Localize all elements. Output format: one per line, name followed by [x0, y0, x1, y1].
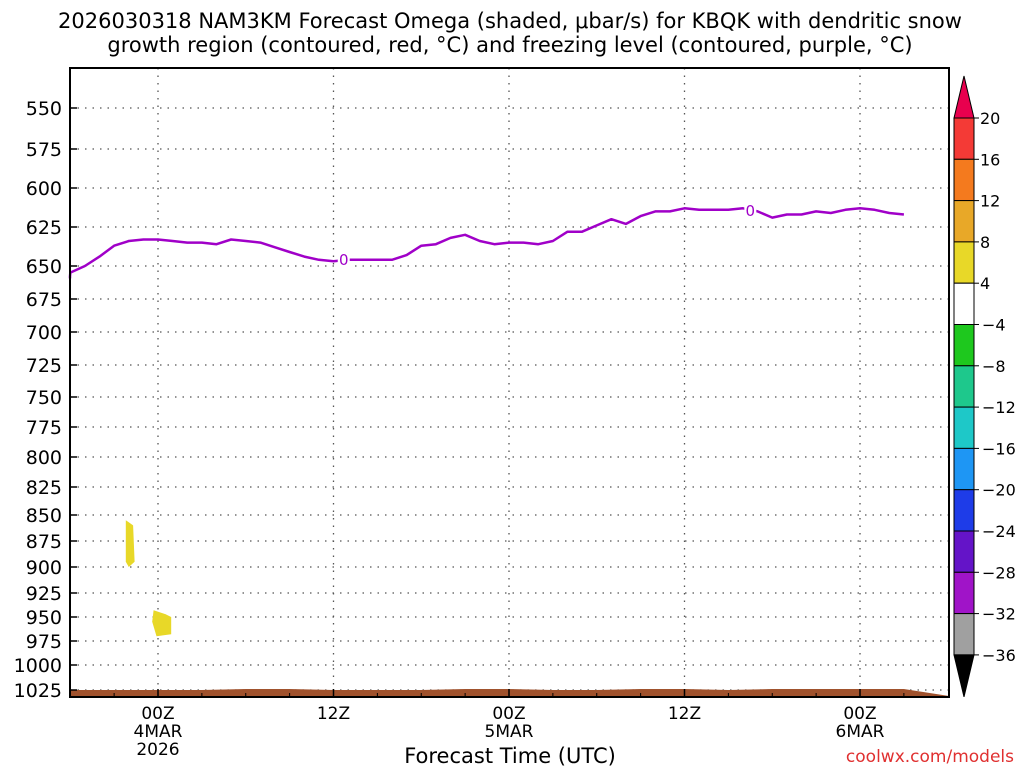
y-axis: 550 575 600 625 650 675 700 725 750 775 800 825 850 8…: [14, 98, 77, 702]
y-tick-label: 750: [26, 387, 62, 409]
x-tick-label: 00Z: [492, 704, 525, 724]
y-tick-label: 775: [26, 417, 62, 439]
colorbar-label: −4: [982, 316, 1006, 335]
colorbar-box: [953, 613, 975, 656]
colorbar-label: −8: [982, 357, 1006, 376]
y-tick-label: 1000: [14, 655, 62, 677]
colorbar-box: [953, 200, 975, 243]
y-tick-label: 850: [26, 505, 62, 527]
colorbar-box: [953, 117, 975, 160]
x-tick-label: 12Z: [317, 704, 350, 724]
colorbar-box: [953, 158, 975, 202]
gridlines: [70, 68, 949, 697]
freezing-level-label: 0: [746, 202, 756, 220]
x-tick-label: 00Z: [843, 704, 876, 724]
colorbar: 20 16 12 8 4 −4 −8 −12 −16 −20 −24 −28 −32 −36: [953, 75, 1016, 698]
colorbar-label: 20: [980, 109, 1000, 128]
x-tick-date: 6MAR: [836, 722, 885, 742]
colorbar-box: [953, 282, 975, 326]
y-tick-label: 600: [26, 178, 62, 200]
colorbar-label: 16: [980, 150, 1000, 169]
x-tick-year: 2026: [136, 740, 179, 760]
colorbar-box: [953, 324, 975, 367]
colorbar-label: −32: [982, 605, 1016, 624]
y-tick-label: 950: [26, 607, 62, 629]
plot-frame: [69, 67, 950, 698]
colorbar-label: 12: [980, 192, 1000, 211]
y-tick-label: 1025: [14, 680, 62, 702]
colorbar-box: [953, 365, 975, 408]
y-tick-label: 875: [26, 531, 62, 553]
y-tick-label: 625: [26, 217, 62, 239]
x-axis-title: Forecast Time (UTC): [404, 744, 616, 768]
freezing-level-line: [68, 207, 905, 280]
colorbar-label: −12: [982, 398, 1016, 417]
colorbar-box: [953, 571, 975, 615]
y-tick-label: 825: [26, 477, 62, 499]
omega-shading-layer: [125, 520, 172, 637]
colorbar-box: [953, 447, 975, 491]
x-tick-date: 4MAR: [134, 722, 183, 742]
omega-region: [152, 610, 172, 637]
chart-title-line1: 2026030318 NAM3KM Forecast Omega (shaded…: [58, 9, 962, 33]
colorbar-bottom-arrow: [953, 654, 975, 698]
freezing-level-label-bg: [744, 200, 757, 219]
chart-title-line2: growth region (contoured, red, °C) and f…: [107, 33, 912, 57]
colorbar-label: −24: [982, 522, 1016, 541]
y-tick-label: 900: [26, 557, 62, 579]
y-tick-label: 575: [26, 139, 62, 161]
y-tick-label: 700: [26, 322, 62, 344]
x-tick-label: 12Z: [668, 704, 701, 724]
y-tick-label: 550: [26, 98, 62, 120]
x-tick-date: 5MAR: [485, 722, 534, 742]
colorbar-label: −20: [982, 481, 1016, 500]
colorbar-box: [953, 489, 975, 532]
freezing-level-label: 0: [339, 251, 349, 269]
y-tick-label: 925: [26, 583, 62, 605]
colorbar-label: 4: [980, 274, 990, 293]
freezing-level-layer: 00: [68, 200, 905, 280]
freezing-level-label-bg: [337, 249, 350, 268]
y-tick-label: 650: [26, 256, 62, 278]
y-tick-label: 975: [26, 631, 62, 653]
colorbar-label: 8: [980, 233, 990, 252]
colorbar-box: [953, 406, 975, 449]
colorbar-label: −28: [982, 563, 1016, 582]
y-tick-label: 725: [26, 355, 62, 377]
credit-text: coolwx.com/models: [846, 747, 1014, 767]
colorbar-box: [953, 241, 975, 284]
y-tick-label: 800: [26, 447, 62, 469]
omega-region: [125, 520, 135, 567]
colorbar-top-arrow: [953, 75, 975, 119]
colorbar-label: −16: [982, 439, 1016, 458]
x-tick-label: 00Z: [141, 704, 174, 724]
y-tick-label: 675: [26, 289, 62, 311]
colorbar-label: −36: [982, 646, 1016, 665]
colorbar-box: [953, 530, 975, 573]
